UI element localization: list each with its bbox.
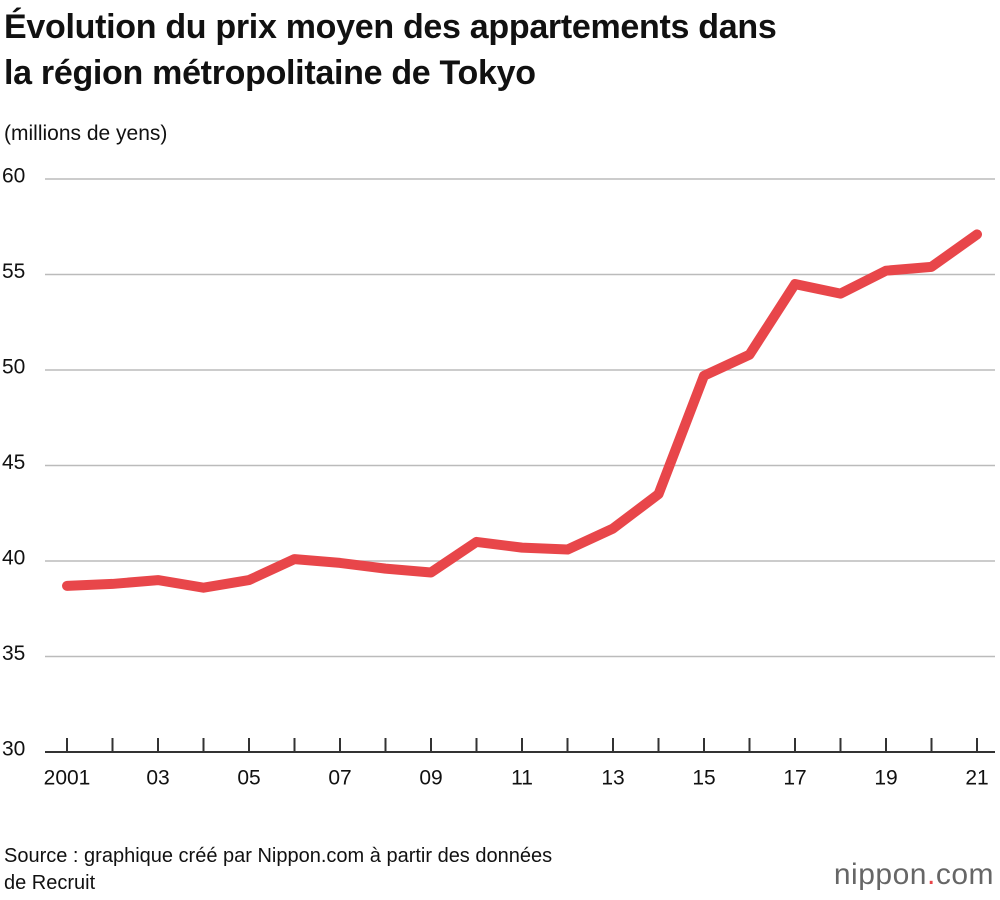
logo-text: com xyxy=(935,858,994,891)
x-tick-label: 19 xyxy=(874,767,897,790)
logo-dot: . xyxy=(926,858,936,891)
logo-text: nippon xyxy=(833,858,927,891)
logo: nippon.com xyxy=(834,858,994,892)
x-tick-label: 11 xyxy=(511,767,533,790)
y-tick-label: 50 xyxy=(2,356,25,379)
chart-title: Évolution du prix moyen des appartements… xyxy=(4,8,777,92)
y-tick-label: 40 xyxy=(2,547,25,570)
y-tick-label: 35 xyxy=(2,642,25,665)
y-tick-label: 45 xyxy=(2,451,25,474)
x-tick-label: 05 xyxy=(237,767,260,790)
x-tick-label: 09 xyxy=(419,767,442,790)
x-tick-label: 03 xyxy=(146,767,169,790)
y-axis-label: (millions de yens) xyxy=(4,122,168,145)
y-tick-label: 55 xyxy=(2,260,25,283)
x-tick-label: 13 xyxy=(601,767,624,790)
x-tick-label: 07 xyxy=(328,767,351,790)
x-tick-label: 17 xyxy=(783,767,806,790)
source: Source : graphique créé par Nippon.com à… xyxy=(4,845,553,894)
data-line xyxy=(62,229,982,593)
x-tick-label: 2001 xyxy=(44,767,91,790)
x-tick-label: 21 xyxy=(965,767,988,790)
y-tick-label: 60 xyxy=(2,165,25,188)
x-tick-label: 15 xyxy=(692,767,715,790)
y-tick-label: 30 xyxy=(2,738,25,761)
